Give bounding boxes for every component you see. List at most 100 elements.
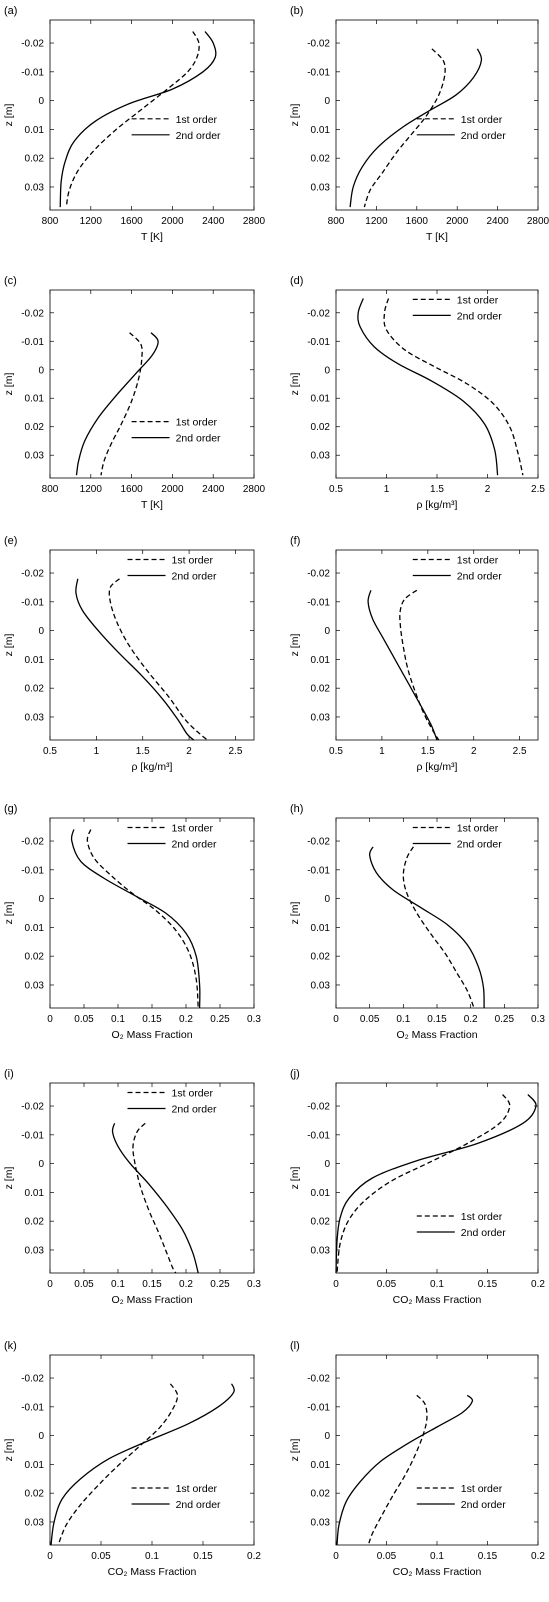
y-tick-label-0-03: 0.03: [311, 451, 331, 462]
x-tick-label-0: 0: [47, 1014, 53, 1025]
y-tick-label-0-01: 0.01: [25, 394, 45, 405]
y-tick-label-0-01: 0.01: [25, 125, 45, 136]
legend-label: 2nd order: [461, 1499, 506, 1511]
x-tick-label-0-15: 0.15: [142, 1014, 162, 1025]
y-tick-label-0-02: 0.02: [311, 952, 331, 963]
series-line-first-order: [100, 332, 143, 476]
y-tick-label-0-02: 0.02: [311, 1489, 331, 1500]
series-line-first-order: [132, 1122, 177, 1274]
x-tick-label-0-05: 0.05: [377, 1279, 397, 1290]
plot-frame: [49, 1082, 255, 1274]
y-tick-label--0-01: -0.01: [307, 865, 330, 876]
panel-label: (l): [290, 1340, 300, 1352]
x-tick-label-1600: 1600: [120, 484, 143, 495]
chart-panel-i: (i) -0.02 -0.01 0 0.01 0.02 0.03 0 0.05 0.1 0.15 0.…: [3, 1068, 261, 1306]
x-tick-label-0-1: 0.1: [430, 1551, 444, 1562]
x-axis-label: ρ [kg/m³]: [417, 761, 458, 773]
x-tick-label-1-5: 1.5: [421, 746, 435, 757]
y-tick-label--0-01: -0.01: [21, 67, 44, 78]
y-tick-label--0-01: -0.01: [21, 1402, 44, 1413]
x-tick-label-0: 0: [47, 1279, 53, 1290]
chart-panel-j: (j) -0.02 -0.01 0 0.01 0.02 0.03 0 0.05 0.1 0.15 0.…: [289, 1068, 545, 1306]
legend-label: 2nd order: [457, 839, 502, 851]
y-tick-label--0-02: -0.02: [307, 308, 330, 319]
chart-panel-k: (k) -0.02 -0.01 0 0.01 0.02 0.03 0 0.05 0.1 0.15 0.…: [3, 1340, 261, 1578]
chart-panel-b: (b) -0.02 -0.01 0 0.01 0.02 0.03 800 1200 1600 200…: [289, 5, 549, 243]
y-tick-label--0-01: -0.01: [307, 67, 330, 78]
plot-frame: [49, 817, 255, 1009]
x-tick-label-1-5: 1.5: [136, 746, 150, 757]
x-axis-label: O₂ Mass Fraction: [396, 1029, 477, 1041]
x-tick-label-1600: 1600: [406, 216, 429, 227]
y-tick-label--0-02: -0.02: [21, 1374, 44, 1385]
x-axis-label: ρ [kg/m³]: [132, 761, 173, 773]
y-tick-label--0-01: -0.01: [21, 865, 44, 876]
y-tick-label-0-01: 0.01: [25, 923, 45, 934]
x-tick-label-0-2: 0.2: [464, 1014, 478, 1025]
y-tick-label-0: 0: [38, 894, 44, 905]
y-tick-label-0-02: 0.02: [25, 1217, 45, 1228]
y-tick-label-0-01: 0.01: [25, 1460, 45, 1471]
y-axis-label: z [m]: [3, 104, 15, 127]
y-tick-label-0-02: 0.02: [25, 154, 45, 165]
y-tick-label-0-01: 0.01: [311, 1188, 331, 1199]
x-tick-label-800: 800: [42, 216, 59, 227]
x-tick-label-0-15: 0.15: [478, 1551, 498, 1562]
panel-label: (d): [290, 275, 303, 287]
x-tick-label-0-05: 0.05: [74, 1279, 94, 1290]
y-axis-label: z [m]: [289, 902, 301, 925]
legend-label: 2nd order: [457, 571, 502, 583]
series-line-first-order: [383, 298, 524, 476]
x-tick-label-800: 800: [328, 216, 345, 227]
y-tick-label--0-02: -0.02: [21, 569, 44, 580]
y-tick-label-0-01: 0.01: [311, 1460, 331, 1471]
y-tick-label-0-01: 0.01: [311, 923, 331, 934]
x-tick-label-2400: 2400: [202, 216, 225, 227]
chart-panel-h: (h) -0.02 -0.01 0 0.01 0.02 0.03 0 0.05 0.1 0.15 0.…: [289, 803, 545, 1041]
x-tick-label-0-05: 0.05: [377, 1551, 397, 1562]
legend-label: 1st order: [176, 114, 218, 126]
x-tick-label-0-2: 0.2: [179, 1014, 193, 1025]
chart-panel-l: (l) -0.02 -0.01 0 0.01 0.02 0.03 0 0.05 0.1 0.15 0.…: [289, 1340, 545, 1578]
y-tick-label-0-02: 0.02: [311, 1217, 331, 1228]
x-tick-label-0-25: 0.25: [210, 1279, 230, 1290]
x-tick-label-0: 0: [333, 1014, 339, 1025]
series-line-first-order: [402, 846, 475, 1009]
legend-label: 1st order: [461, 114, 503, 126]
y-tick-label-0: 0: [324, 626, 330, 637]
y-tick-label-0-01: 0.01: [25, 1188, 45, 1199]
y-tick-label--0-02: -0.02: [307, 39, 330, 50]
series-line-second-order: [70, 829, 201, 1009]
x-tick-label-2: 2: [186, 746, 192, 757]
y-tick-label--0-01: -0.01: [21, 337, 44, 348]
y-tick-label--0-01: -0.01: [307, 337, 330, 348]
y-tick-label-0: 0: [324, 1431, 330, 1442]
x-tick-label-2-5: 2.5: [531, 484, 545, 495]
x-tick-label-0-25: 0.25: [210, 1014, 230, 1025]
panel-label: (a): [4, 5, 17, 17]
x-tick-label-2: 2: [471, 746, 477, 757]
x-axis-label: CO₂ Mass Fraction: [393, 1294, 482, 1306]
y-tick-label-0-02: 0.02: [25, 422, 45, 433]
x-tick-label-1: 1: [384, 484, 390, 495]
y-axis-label: z [m]: [289, 634, 301, 657]
panel-label: (f): [290, 535, 300, 547]
series-line-second-order: [349, 48, 483, 208]
legend-label: 1st order: [176, 417, 218, 429]
legend-label: 1st order: [176, 1483, 218, 1495]
y-tick-label-0-03: 0.03: [25, 1517, 45, 1528]
y-axis-label: z [m]: [3, 634, 15, 657]
x-tick-label-0-2: 0.2: [531, 1279, 545, 1290]
legend-label: 1st order: [457, 555, 499, 567]
panel-label: (c): [4, 275, 17, 287]
y-tick-label-0-03: 0.03: [311, 182, 331, 193]
x-tick-label-0-15: 0.15: [142, 1279, 162, 1290]
y-tick-label-0-03: 0.03: [25, 182, 45, 193]
y-tick-label-0: 0: [38, 1159, 44, 1170]
plot-frame: [49, 549, 255, 741]
legend-label: 2nd order: [461, 1227, 506, 1239]
plot-frame: [335, 549, 539, 741]
legend-label: 1st order: [172, 555, 214, 567]
x-tick-label-0-2: 0.2: [179, 1279, 193, 1290]
